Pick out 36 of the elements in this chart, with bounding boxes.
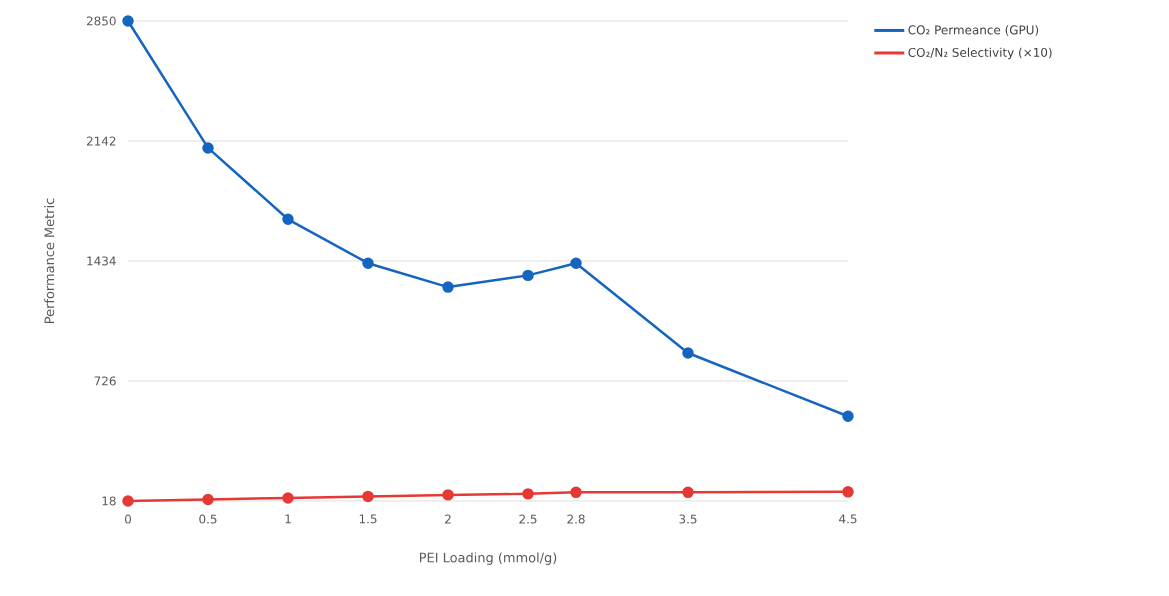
- y-tick-label: 1434: [87, 256, 116, 266]
- x-tick-label: 3.5: [679, 514, 697, 524]
- x-tick-label: 1: [285, 514, 291, 524]
- x-tick-label: 2: [445, 514, 451, 524]
- point: [122, 15, 134, 27]
- x-tick-label: 4.5: [839, 514, 857, 524]
- point: [842, 486, 854, 498]
- point: [202, 493, 214, 506]
- y-tick-label: 2142: [86, 136, 116, 146]
- point: [682, 486, 694, 499]
- x-tick-label: 1.5: [359, 514, 377, 524]
- point: [442, 281, 454, 293]
- x-tick-label: 0: [124, 514, 132, 524]
- y-axis-title: Performance Metric: [44, 198, 55, 323]
- x-tick-label: 2.5: [519, 514, 537, 524]
- point: [570, 257, 582, 269]
- x-tick-label: 2.8: [567, 514, 585, 524]
- point: [282, 492, 294, 504]
- point: [682, 347, 694, 359]
- point: [522, 488, 534, 500]
- point: [282, 213, 294, 226]
- point: [442, 489, 454, 501]
- legend-label: CO₂/N₂ Selectivity (×10): [908, 47, 1052, 60]
- point: [122, 495, 134, 507]
- legend-label: CO₂ Permeance (GPU): [908, 25, 1039, 36]
- x-axis-title: PEI Loading (mmol/g): [419, 552, 557, 565]
- y-tick-label: 2850: [86, 16, 116, 26]
- point: [202, 142, 214, 154]
- point: [362, 490, 374, 503]
- x-tick-label: 0.5: [199, 514, 217, 524]
- y-tick-label: 18: [102, 496, 116, 506]
- point: [842, 410, 854, 422]
- y-tick-label: 726: [94, 376, 116, 386]
- point: [362, 257, 374, 269]
- point: [522, 269, 534, 282]
- point: [570, 486, 582, 499]
